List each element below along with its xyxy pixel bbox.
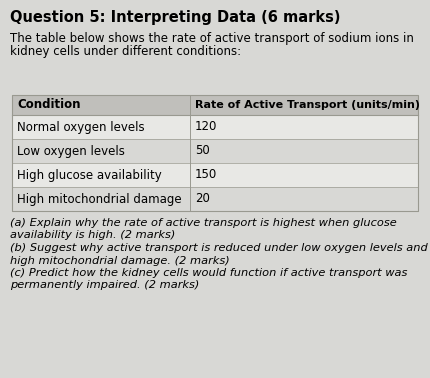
- Text: 120: 120: [195, 121, 218, 133]
- FancyBboxPatch shape: [12, 115, 418, 139]
- Text: permanently impaired. (2 marks): permanently impaired. (2 marks): [10, 280, 200, 291]
- Text: High glucose availability: High glucose availability: [17, 169, 162, 181]
- FancyBboxPatch shape: [12, 187, 418, 211]
- Text: High mitochondrial damage: High mitochondrial damage: [17, 192, 181, 206]
- Text: 150: 150: [195, 169, 217, 181]
- Text: (c) Predict how the kidney cells would function if active transport was: (c) Predict how the kidney cells would f…: [10, 268, 407, 278]
- Text: Condition: Condition: [17, 99, 80, 112]
- Text: Rate of Active Transport (units/min): Rate of Active Transport (units/min): [195, 100, 420, 110]
- FancyBboxPatch shape: [12, 163, 418, 187]
- Text: Normal oxygen levels: Normal oxygen levels: [17, 121, 144, 133]
- Text: (b) Suggest why active transport is reduced under low oxygen levels and: (b) Suggest why active transport is redu…: [10, 243, 428, 253]
- Text: Low oxygen levels: Low oxygen levels: [17, 144, 125, 158]
- Text: The table below shows the rate of active transport of sodium ions in: The table below shows the rate of active…: [10, 32, 414, 45]
- Text: kidney cells under different conditions:: kidney cells under different conditions:: [10, 45, 241, 58]
- Text: 50: 50: [195, 144, 210, 158]
- Text: 20: 20: [195, 192, 210, 206]
- Text: (a) Explain why the rate of active transport is highest when glucose: (a) Explain why the rate of active trans…: [10, 218, 397, 228]
- Text: availability is high. (2 marks): availability is high. (2 marks): [10, 231, 175, 240]
- FancyBboxPatch shape: [12, 95, 418, 115]
- FancyBboxPatch shape: [12, 139, 418, 163]
- Text: high mitochondrial damage. (2 marks): high mitochondrial damage. (2 marks): [10, 256, 230, 265]
- Text: Question 5: Interpreting Data (6 marks): Question 5: Interpreting Data (6 marks): [10, 10, 341, 25]
